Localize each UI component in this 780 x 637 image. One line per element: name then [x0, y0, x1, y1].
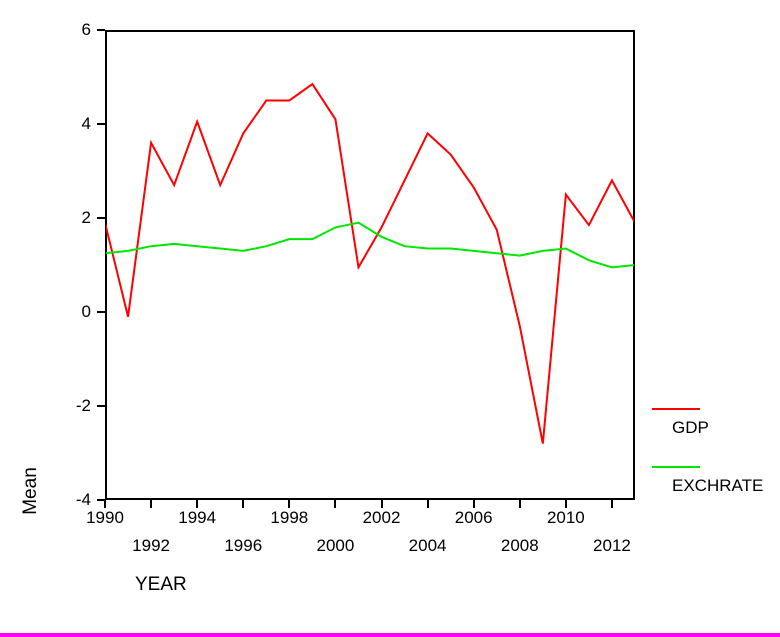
legend-swatch — [652, 408, 700, 410]
x-axis-title: YEAR — [135, 574, 187, 596]
x-tick-label: 2002 — [363, 508, 401, 528]
x-tick-label: 1990 — [86, 508, 124, 528]
x-tick-label: 2012 — [593, 536, 631, 556]
y-tick-mark — [97, 217, 105, 219]
y-axis-title: Mean — [20, 467, 42, 515]
x-tick-label: 2000 — [317, 536, 355, 556]
x-tick-label: 1992 — [132, 536, 170, 556]
y-tick-label: 4 — [0, 114, 91, 134]
x-tick-mark — [473, 500, 475, 508]
y-tick-mark — [97, 311, 105, 313]
x-tick-label: 1996 — [224, 536, 262, 556]
x-tick-mark — [150, 500, 152, 508]
x-tick-mark — [611, 500, 613, 508]
legend-label: GDP — [672, 418, 709, 438]
x-tick-label: 2006 — [455, 508, 493, 528]
x-tick-mark — [427, 500, 429, 508]
x-tick-mark — [334, 500, 336, 508]
x-tick-label: 1998 — [270, 508, 308, 528]
x-tick-mark — [381, 500, 383, 508]
x-tick-mark — [565, 500, 567, 508]
x-tick-mark — [196, 500, 198, 508]
x-tick-mark — [104, 500, 106, 508]
y-tick-label: -4 — [0, 490, 91, 510]
y-tick-label: 2 — [0, 208, 91, 228]
x-tick-mark — [519, 500, 521, 508]
y-tick-label: 0 — [0, 302, 91, 322]
legend-swatch — [652, 466, 700, 468]
x-tick-mark — [242, 500, 244, 508]
footer-bar — [0, 633, 780, 637]
y-tick-label: -2 — [0, 396, 91, 416]
x-tick-label: 2010 — [547, 508, 585, 528]
y-tick-mark — [97, 123, 105, 125]
legend-label: EXCHRATE — [672, 476, 763, 496]
y-tick-mark — [97, 405, 105, 407]
x-tick-mark — [288, 500, 290, 508]
plot-area — [105, 30, 635, 500]
y-tick-mark — [97, 29, 105, 31]
x-tick-label: 2004 — [409, 536, 447, 556]
x-tick-label: 2008 — [501, 536, 539, 556]
y-tick-label: 6 — [0, 20, 91, 40]
x-tick-label: 1994 — [178, 508, 216, 528]
